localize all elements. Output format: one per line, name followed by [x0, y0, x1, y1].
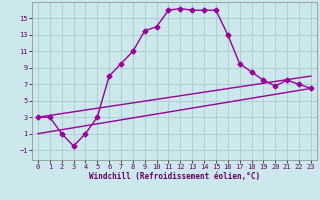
X-axis label: Windchill (Refroidissement éolien,°C): Windchill (Refroidissement éolien,°C)	[89, 172, 260, 181]
